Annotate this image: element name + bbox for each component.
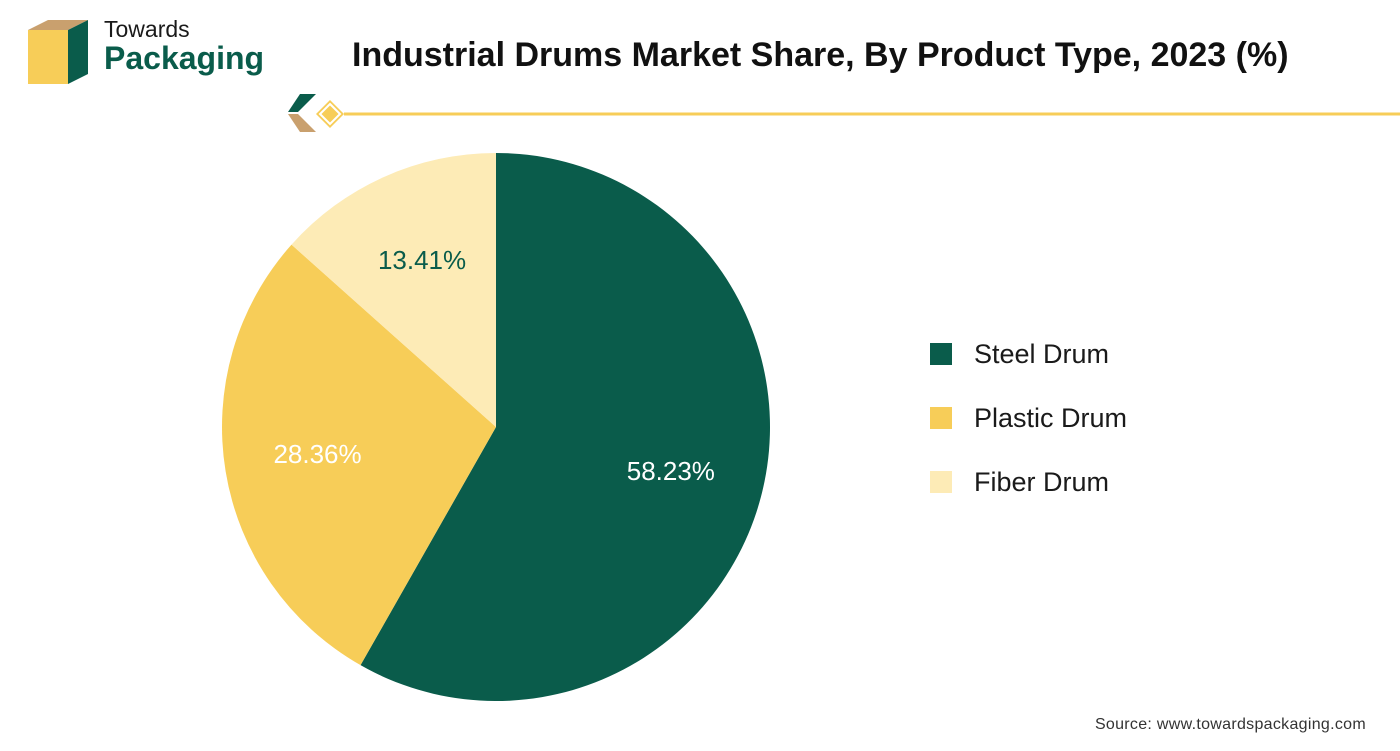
legend-label-plastic-drum: Plastic Drum xyxy=(974,402,1128,433)
chart-title: Industrial Drums Market Share, By Produc… xyxy=(352,36,1289,74)
legend-swatch-steel-drum xyxy=(930,343,952,365)
data-label-plastic-drum: 28.36% xyxy=(273,439,361,469)
pie-slice-plastic-drum xyxy=(221,244,496,666)
legend-item-plastic-drum: Plastic Drum xyxy=(930,386,1127,450)
pie-slice-fiber-drum xyxy=(291,153,496,427)
brand-logo: Towards Packaging xyxy=(24,14,284,94)
box-logo-icon xyxy=(28,20,88,84)
legend-label-steel-drum: Steel Drum xyxy=(974,338,1110,369)
data-label-fiber-drum: 13.41% xyxy=(378,245,466,275)
legend-label-fiber-drum: Fiber Drum xyxy=(974,466,1110,497)
legend-item-steel-drum: Steel Drum xyxy=(930,322,1127,386)
source-note: Source: www.towardspackaging.com xyxy=(1094,716,1366,733)
chart-legend: Steel Drum Plastic Drum Fiber Drum xyxy=(930,322,1127,514)
legend-item-fiber-drum: Fiber Drum xyxy=(930,450,1127,514)
legend-swatch-fiber-drum xyxy=(930,471,952,493)
title-divider xyxy=(288,94,1400,132)
pie-slice-steel-drum xyxy=(360,153,771,701)
brand-name-bottom: Packaging xyxy=(104,40,265,76)
brand-name-top: Towards xyxy=(104,16,190,42)
data-label-steel-drum: 58.23% xyxy=(627,456,715,486)
legend-swatch-plastic-drum xyxy=(930,407,952,429)
